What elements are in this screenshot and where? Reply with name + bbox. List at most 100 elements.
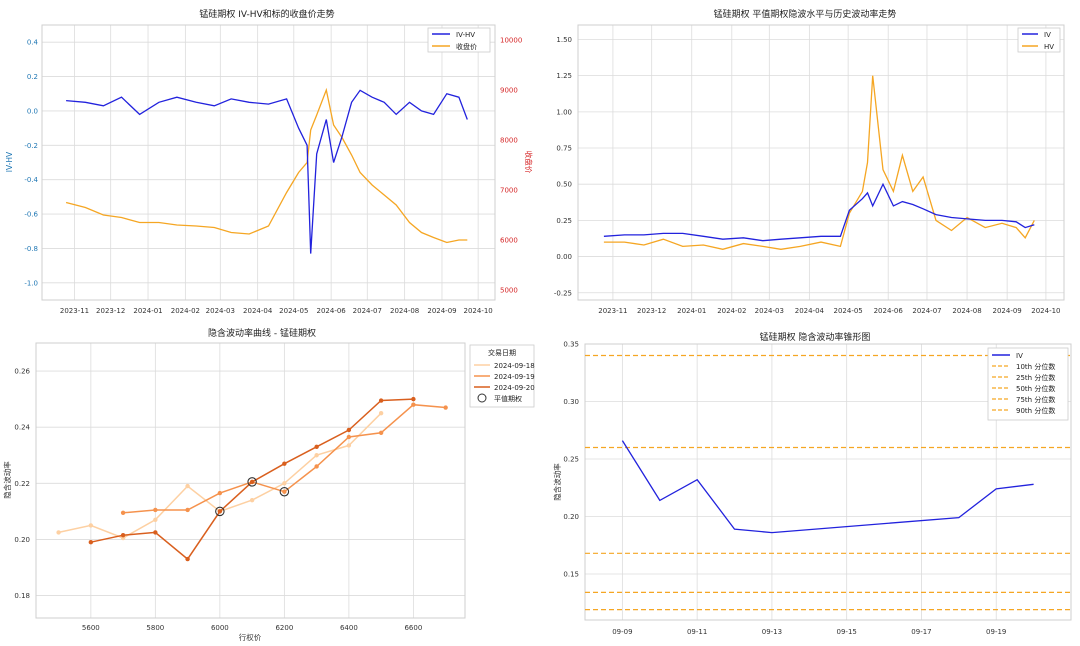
- panel1-xtick: 2024-05: [279, 307, 308, 315]
- panel2-ytick: 0.00: [556, 253, 572, 261]
- panel4-xtick: 09-17: [911, 628, 931, 636]
- panel1-xtick: 2024-09: [427, 307, 456, 315]
- legend-p90: 90th 分位数: [1016, 406, 1055, 415]
- smile-point: [378, 398, 384, 403]
- legend-iv-hv: IV-HV: [456, 31, 475, 39]
- smile-point: [185, 507, 190, 513]
- series-iv-hv-line: [66, 89, 468, 254]
- panel2-legend: IV HV: [1017, 27, 1061, 53]
- panel2-ytick: 1.50: [556, 36, 572, 44]
- atm-marker: [247, 477, 257, 487]
- smile-point: [346, 427, 352, 433]
- panel1-ytick-left: -0.6: [24, 211, 38, 219]
- panel2-frame: [577, 24, 1065, 301]
- panel1-ytick-right: 5000: [500, 287, 518, 295]
- panel2-xtick: 2024-05: [834, 307, 863, 315]
- panel1-frame: [41, 24, 496, 301]
- panel1-xtick: 2023-11: [60, 307, 89, 315]
- panel1-ytick-right: 10000: [500, 37, 522, 45]
- smile-point: [282, 461, 287, 466]
- panel2-ytick: 0.50: [556, 181, 572, 189]
- panel1-ytick-left: 0.0: [27, 107, 38, 115]
- series-cone-iv-line: [621, 440, 1034, 534]
- smile-point: [378, 410, 384, 416]
- panel1-ytick-left: -0.2: [24, 142, 38, 150]
- panel2-xtick: 2024-06: [874, 307, 904, 315]
- panel1-xtick: 2024-02: [171, 307, 200, 315]
- panel2-xtick: 2024-03: [755, 307, 784, 315]
- panel2-xtick: 2024-04: [795, 307, 825, 315]
- panel3-ytick: 0.18: [14, 592, 30, 600]
- panel1-xtick: 2024-07: [353, 307, 382, 315]
- smile-point: [314, 464, 319, 469]
- panel3-xlabel: 行权价: [239, 632, 262, 642]
- panel4-ytick: 0.20: [563, 513, 579, 521]
- panel3-legend: 交易日期 2024-09-18 2024-09-19 2024-09-20 平值…: [469, 344, 535, 408]
- panel3-xtick: 6000: [211, 624, 229, 632]
- panel2-ytick: 0.25: [556, 217, 572, 225]
- panel4-frame: [584, 343, 1072, 621]
- panel3-xtick: 6600: [404, 624, 422, 632]
- smile-point: [314, 444, 319, 450]
- panel2-xtick: 2024-01: [677, 307, 706, 315]
- smile-point: [153, 517, 158, 522]
- smile-point: [56, 530, 61, 535]
- panel1-xtick: 2024-10: [464, 307, 493, 315]
- panel3-xtick: 5800: [146, 624, 164, 632]
- panel3-xtick: 6400: [340, 624, 358, 632]
- smile-point: [346, 434, 352, 440]
- smile-point: [120, 533, 126, 538]
- panel4-xtick: 09-19: [986, 628, 1006, 636]
- panel2-ytick: 1.25: [556, 72, 572, 80]
- smile-point: [249, 497, 255, 503]
- panel4-ylabel: 隐含波动率: [552, 463, 562, 501]
- legend-0920: 2024-09-20: [494, 384, 535, 392]
- atm-marker: [279, 486, 290, 497]
- panel4-xtick: 09-15: [837, 628, 857, 636]
- smile-point: [88, 523, 94, 528]
- panel3-ytick: 0.20: [14, 536, 30, 544]
- legend-title-trade-date: 交易日期: [488, 348, 516, 357]
- smile-point: [217, 490, 223, 496]
- smile-point: [411, 402, 416, 407]
- panel3-ytick: 0.26: [14, 368, 30, 376]
- panel3-xtick: 6200: [275, 624, 293, 632]
- legend-close-price: 收盘价: [456, 42, 477, 51]
- panel1-ytick-left: 0.2: [27, 73, 38, 81]
- panel2-xtick: 2024-02: [717, 307, 746, 315]
- panel-smile: 隐含波动率曲线 - 锰硅期权 行权价 隐含波动率 5600 5800 6000 620…: [2, 327, 535, 642]
- panel1-ytick-left: -0.8: [24, 245, 38, 253]
- smile-point: [153, 530, 158, 535]
- panel1-ylabel-left: IV-HV: [5, 151, 14, 172]
- panel2-xtick: 2024-08: [952, 307, 981, 315]
- smile-point: [443, 405, 448, 410]
- series-close-price-line: [65, 87, 468, 244]
- panel-iv-vs-hv: 锰硅期权 平值期权隐波水平与历史波动率走势 2023-11 2023-12 2024…: [554, 8, 1065, 315]
- series-iv-line: [603, 182, 1035, 242]
- legend-0919: 2024-09-19: [494, 373, 535, 381]
- panel1-xtick: 2024-08: [390, 307, 419, 315]
- smile-point: [185, 483, 190, 489]
- panel1-ytick-right: 7000: [500, 187, 518, 195]
- legend-cone-iv: IV: [1016, 352, 1023, 360]
- panel4-xtick: 09-11: [687, 628, 707, 636]
- smile-point: [314, 453, 319, 458]
- panel1-xtick: 2023-12: [96, 307, 125, 315]
- panel1-ytick-right: 8000: [500, 137, 518, 145]
- panel3-title: 隐含波动率曲线 - 锰硅期权: [208, 327, 316, 339]
- panel4-xtick: 09-13: [762, 628, 782, 636]
- smile-point: [411, 396, 416, 402]
- legend-p10: 10th 分位数: [1016, 362, 1055, 371]
- panel3-frame: [35, 342, 466, 619]
- panel4-title: 锰硅期权 隐含波动率锥形图: [760, 331, 871, 343]
- panel2-ytick: 1.00: [556, 108, 572, 116]
- panel1-ytick-left: -0.4: [24, 176, 38, 184]
- panel2-ytick: 0.75: [556, 145, 572, 153]
- panel4-ytick: 0.25: [563, 456, 579, 464]
- panel4-ytick: 0.35: [563, 341, 579, 349]
- panel1-legend: IV-HV 收盘价: [427, 27, 491, 53]
- panel3-ytick: 0.22: [14, 480, 30, 488]
- legend-p50: 50th 分位数: [1016, 384, 1055, 393]
- panel2-xtick: 2023-11: [598, 307, 627, 315]
